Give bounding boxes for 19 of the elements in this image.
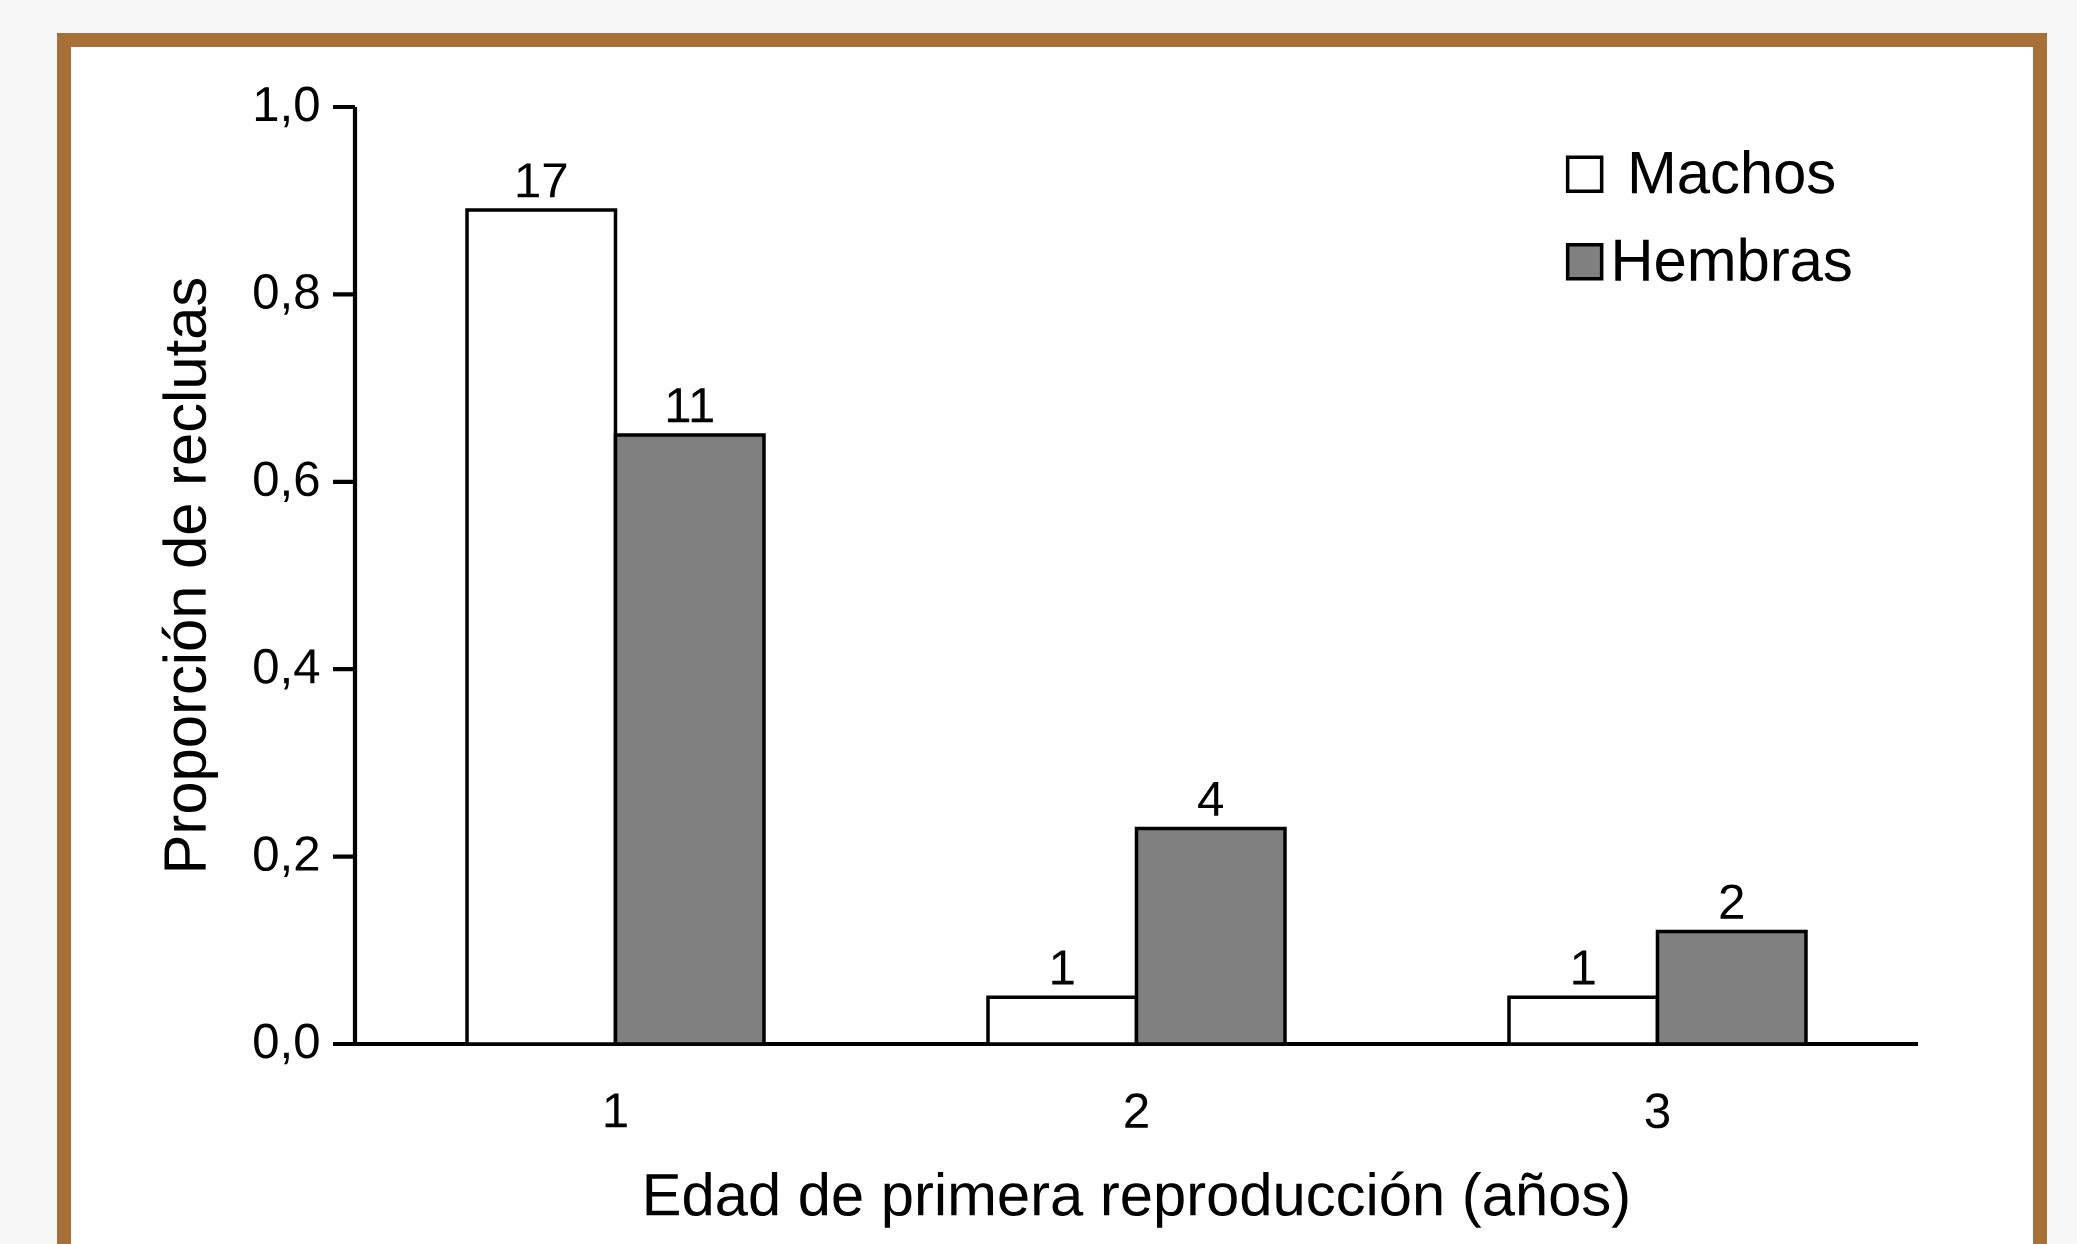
x-tick-label: 1 (605, 1093, 627, 1128)
annotation: 1 (1052, 950, 1074, 985)
y-axis-title: Proporción de reclutas (161, 278, 219, 870)
annotation: 1 (1573, 950, 1595, 985)
y-tick-label: 0,4 (254, 648, 320, 690)
y-tick-label: 1,0 (255, 86, 319, 128)
annotation: 4 (1198, 781, 1223, 816)
y-tick-label: 0,2 (254, 836, 319, 877)
x-tick-label: 3 (1645, 1093, 1669, 1129)
y-tick-label: 0,0 (254, 1023, 319, 1065)
x-axis-title: Edad de primera reproducción (años) (646, 1171, 1628, 1228)
y-tick-label: 0,8 (254, 274, 319, 315)
y-tick-label: 0,6 (254, 461, 319, 503)
legend-label: Hembras (1615, 237, 1851, 282)
x-tick-label: 2 (1125, 1093, 1148, 1128)
annotation: 2 (1720, 884, 1743, 919)
annotation: 11 (667, 388, 713, 423)
annotation: 17 (517, 163, 567, 198)
legend-label: Machos (1631, 149, 1835, 194)
